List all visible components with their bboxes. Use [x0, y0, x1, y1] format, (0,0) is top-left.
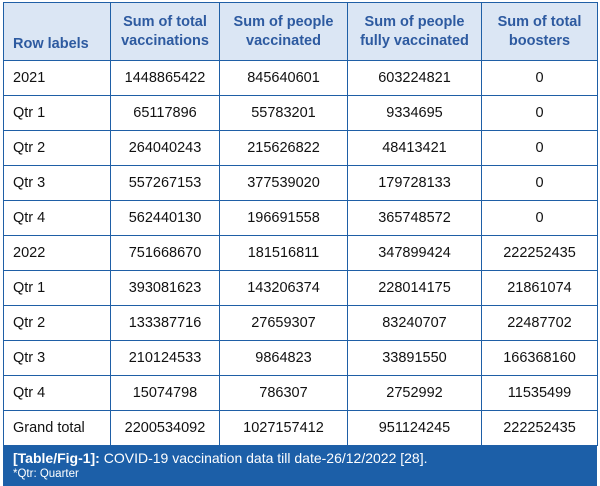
cell-people-fully-vaccinated: 2752992 [347, 375, 482, 411]
cell-people-fully-vaccinated: 83240707 [347, 305, 482, 341]
cell-total-boosters: 22487702 [481, 305, 598, 341]
cell-total-vaccinations: 557267153 [110, 165, 220, 201]
header-total-vaccinations: Sum of total vaccinations [110, 2, 220, 61]
cell-people-vaccinated: 9864823 [219, 340, 348, 376]
cell-people-vaccinated: 181516811 [219, 235, 348, 271]
cell-total-vaccinations: 751668670 [110, 235, 220, 271]
cell-total-vaccinations: 393081623 [110, 270, 220, 306]
cell-total-boosters: 0 [481, 60, 598, 96]
table-row: 2022 751668670 181516811 347899424 222252435 [3, 235, 598, 271]
header-people-vaccinated: Sum of people vaccinated [219, 2, 348, 61]
cell-row-label: 2021 [3, 60, 111, 96]
cell-row-label: Qtr 3 [3, 340, 111, 376]
cell-row-label: Qtr 3 [3, 165, 111, 201]
cell-total-vaccinations: 1448865422 [110, 60, 220, 96]
table-row: Qtr 2 133387716 27659307 83240707 22487702 [3, 305, 598, 341]
cell-total-vaccinations: 15074798 [110, 375, 220, 411]
cell-people-vaccinated: 377539020 [219, 165, 348, 201]
figure-caption: [Table/Fig-1]: COVID-19 vaccination data… [3, 446, 597, 486]
table-row: 2021 1448865422 845640601 603224821 0 [3, 60, 598, 96]
cell-row-label: Grand total [3, 410, 111, 446]
table-body: 2021 1448865422 845640601 603224821 0 Qtr 1 65… [3, 60, 598, 446]
header-row-labels: Row labels [3, 2, 111, 61]
table-row: Qtr 4 562440130 196691558 365748572 0 [3, 200, 598, 236]
cell-row-label: Qtr 4 [3, 375, 111, 411]
cell-total-vaccinations: 2200534092 [110, 410, 220, 446]
cell-people-fully-vaccinated: 951124245 [347, 410, 482, 446]
cell-total-vaccinations: 210124533 [110, 340, 220, 376]
header-total-boosters: Sum of total boosters [481, 2, 598, 61]
cell-total-vaccinations: 562440130 [110, 200, 220, 236]
table-row: Qtr 2 264040243 215626822 48413421 0 [3, 130, 598, 166]
cell-people-vaccinated: 143206374 [219, 270, 348, 306]
cell-people-fully-vaccinated: 603224821 [347, 60, 482, 96]
cell-row-label: 2022 [3, 235, 111, 271]
table-row: Qtr 4 15074798 786307 2752992 11535499 [3, 375, 598, 411]
cell-total-boosters: 222252435 [481, 235, 598, 271]
cell-row-label: Qtr 4 [3, 200, 111, 236]
table-row: Qtr 1 393081623 143206374 228014175 21861074 [3, 270, 598, 306]
cell-total-boosters: 0 [481, 165, 598, 201]
table-row: Qtr 3 557267153 377539020 179728133 0 [3, 165, 598, 201]
cell-row-label: Qtr 2 [3, 130, 111, 166]
cell-total-boosters: 0 [481, 200, 598, 236]
cell-people-vaccinated: 55783201 [219, 95, 348, 131]
table-row: Qtr 1 65117896 55783201 9334695 0 [3, 95, 598, 131]
caption-line: [Table/Fig-1]: COVID-19 vaccination data… [13, 450, 587, 467]
cell-people-vaccinated: 196691558 [219, 200, 348, 236]
cell-people-fully-vaccinated: 9334695 [347, 95, 482, 131]
cell-total-vaccinations: 65117896 [110, 95, 220, 131]
cell-total-boosters: 21861074 [481, 270, 598, 306]
cell-people-vaccinated: 1027157412 [219, 410, 348, 446]
cell-people-fully-vaccinated: 228014175 [347, 270, 482, 306]
table-header-row: Row labels Sum of total vaccinations Sum… [3, 2, 598, 61]
cell-row-label: Qtr 1 [3, 95, 111, 131]
cell-row-label: Qtr 1 [3, 270, 111, 306]
cell-total-vaccinations: 264040243 [110, 130, 220, 166]
table-row: Grand total 2200534092 1027157412 951124245… [3, 410, 598, 446]
cell-total-boosters: 0 [481, 130, 598, 166]
cell-people-fully-vaccinated: 179728133 [347, 165, 482, 201]
caption-text: COVID-19 vaccination data till date-26/1… [99, 450, 428, 466]
cell-people-vaccinated: 215626822 [219, 130, 348, 166]
cell-people-fully-vaccinated: 33891550 [347, 340, 482, 376]
cell-total-boosters: 0 [481, 95, 598, 131]
table-row: Qtr 3 210124533 9864823 33891550 166368160 [3, 340, 598, 376]
cell-total-boosters: 166368160 [481, 340, 598, 376]
caption-tag: [Table/Fig-1]: [13, 450, 100, 466]
cell-total-boosters: 11535499 [481, 375, 598, 411]
vaccination-table-figure: Row labels Sum of total vaccinations Sum… [3, 2, 598, 486]
cell-people-fully-vaccinated: 347899424 [347, 235, 482, 271]
cell-people-vaccinated: 27659307 [219, 305, 348, 341]
cell-row-label: Qtr 2 [3, 305, 111, 341]
cell-total-vaccinations: 133387716 [110, 305, 220, 341]
cell-people-vaccinated: 845640601 [219, 60, 348, 96]
cell-people-fully-vaccinated: 365748572 [347, 200, 482, 236]
cell-people-vaccinated: 786307 [219, 375, 348, 411]
vaccination-table: Row labels Sum of total vaccinations Sum… [3, 2, 598, 446]
caption-footnote: *Qtr: Quarter [13, 468, 79, 480]
cell-people-fully-vaccinated: 48413421 [347, 130, 482, 166]
header-people-fully-vaccinated: Sum of people fully vaccinated [347, 2, 482, 61]
cell-total-boosters: 222252435 [481, 410, 598, 446]
